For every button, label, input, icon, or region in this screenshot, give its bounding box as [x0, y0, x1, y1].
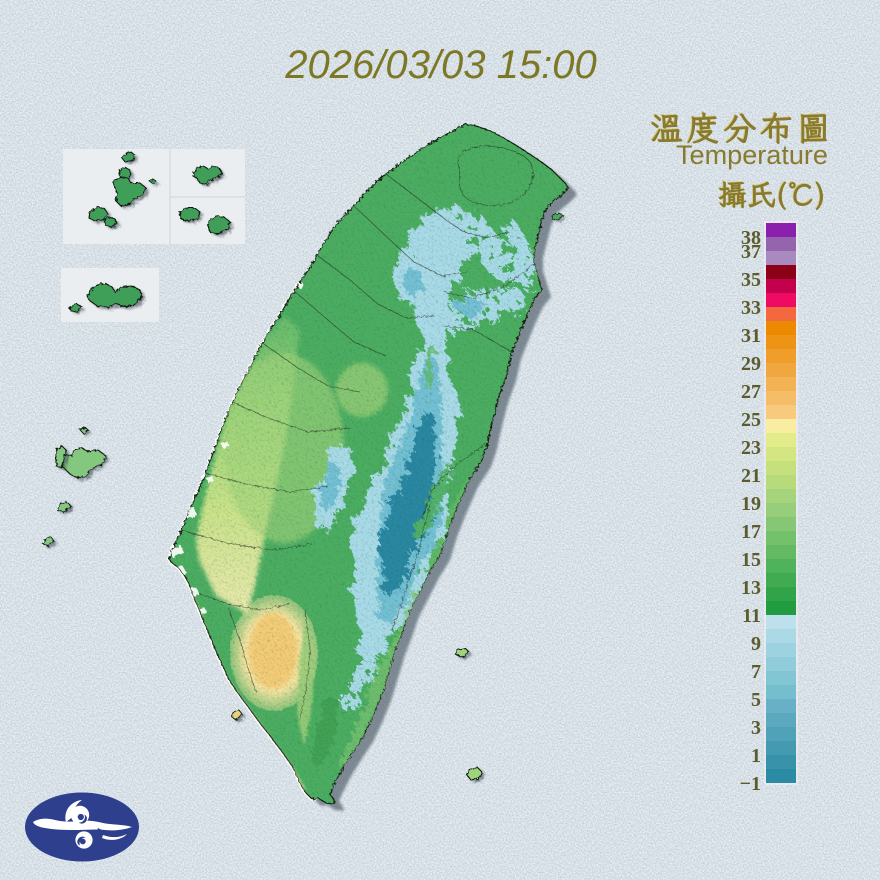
- svg-text:23: 23: [741, 437, 761, 459]
- svg-text:5: 5: [751, 689, 761, 711]
- svg-text:21: 21: [741, 465, 761, 487]
- svg-text:2026/03/03 15:00: 2026/03/03 15:00: [284, 43, 596, 87]
- svg-text:3: 3: [751, 717, 761, 739]
- svg-text:Temperature: Temperature: [676, 140, 828, 170]
- svg-text:31: 31: [741, 325, 761, 347]
- svg-text:27: 27: [741, 381, 761, 403]
- svg-text:38: 38: [741, 227, 761, 249]
- svg-text:25: 25: [741, 409, 761, 431]
- svg-text:29: 29: [741, 353, 761, 375]
- svg-text:33: 33: [741, 297, 761, 319]
- svg-text:9: 9: [751, 633, 761, 655]
- svg-text:1: 1: [751, 745, 761, 767]
- svg-text:11: 11: [742, 605, 761, 627]
- svg-text:17: 17: [741, 521, 761, 543]
- svg-text:37: 37: [741, 241, 761, 263]
- svg-text:−1: −1: [740, 773, 761, 795]
- svg-text:13: 13: [741, 577, 761, 599]
- svg-text:19: 19: [741, 493, 761, 515]
- svg-text:35: 35: [741, 269, 761, 291]
- svg-text:7: 7: [751, 661, 761, 683]
- svg-text:15: 15: [741, 549, 761, 571]
